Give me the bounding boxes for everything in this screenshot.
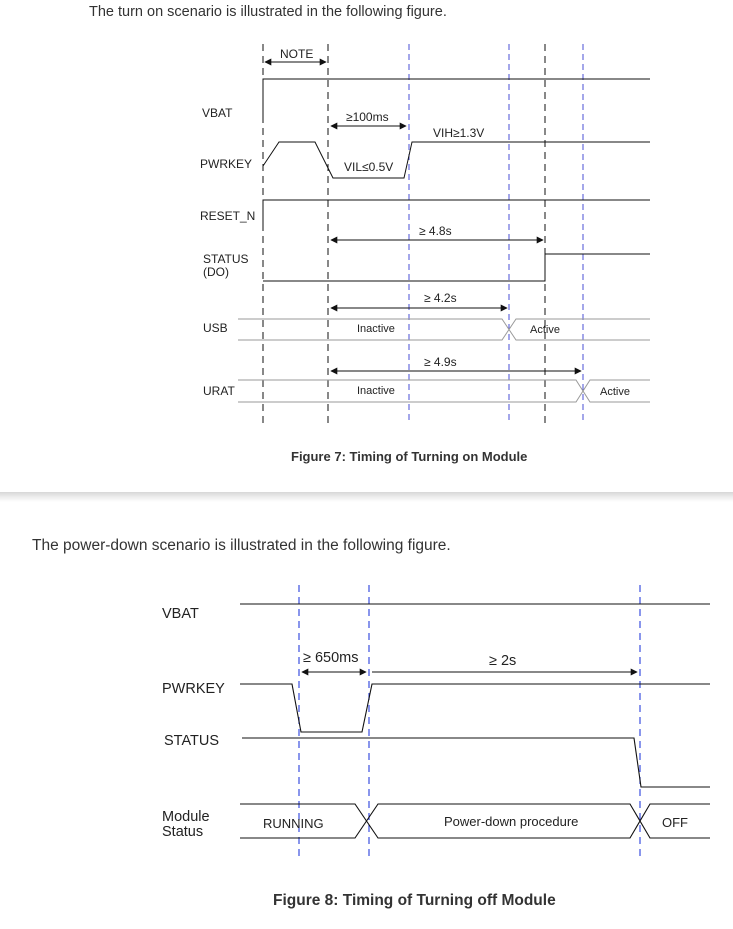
fig7-caption: Figure 7: Timing of Turning on Module [291, 449, 527, 464]
fig7-pwrkey-waveform [262, 141, 650, 179]
fig8-label-vbat: VBAT [162, 606, 199, 622]
fig7-status-waveform [263, 253, 650, 282]
fig8-label-status: STATUS [164, 733, 219, 749]
fig7-label-urat: URAT [203, 384, 235, 398]
fig7-label-pwrkey: PWRKEY [200, 157, 252, 171]
fig7-label-reset: RESET_N [200, 209, 255, 223]
fig8-running-label: RUNNING [263, 816, 324, 831]
fig8-caption: Figure 8: Timing of Turning off Module [273, 892, 556, 909]
fig7-label-status-sub: (DO) [203, 265, 229, 279]
fig8-powerdown-label: Power-down procedure [444, 814, 578, 829]
fig7-48s-label: ≥ 4.8s [419, 224, 452, 238]
fig8-pwrkey-waveform [240, 683, 710, 733]
fig7-urat-bus [238, 379, 650, 403]
fig7-vih-label: VIH≥1.3V [433, 126, 484, 140]
fig7-usb-active: Active [530, 324, 560, 336]
fig7-usb-bus [238, 318, 650, 341]
fig8-650ms-label: ≥ 650ms [303, 650, 359, 666]
fig7-timing-diagram: NOTE VBAT PWRKEY RESET_N STATUS (DO) USB… [200, 44, 650, 464]
fig7-urat-active: Active [600, 386, 630, 398]
fig8-label-module: Module [162, 809, 210, 825]
page-separator [0, 492, 733, 502]
fig7-note-label: NOTE [280, 47, 313, 61]
fig7-49s-label: ≥ 4.9s [424, 355, 457, 369]
fig7-42s-label: ≥ 4.2s [424, 291, 457, 305]
fig7-usb-inactive: Inactive [357, 323, 395, 335]
fig8-module-bus [240, 803, 710, 839]
fig8-label-pwrkey: PWRKEY [162, 681, 225, 697]
fig7-reset-waveform [262, 199, 650, 228]
fig8-status-waveform [242, 737, 710, 788]
fig7-label-vbat: VBAT [202, 106, 233, 120]
fig7-label-usb: USB [203, 321, 228, 335]
fig8-2s-label: ≥ 2s [489, 653, 516, 669]
fig8-intro-text: The power-down scenario is illustrated i… [32, 537, 451, 554]
fig7-100ms-label: ≥100ms [346, 110, 389, 124]
fig7-intro-text: The turn on scenario is illustrated in t… [89, 4, 447, 20]
fig7-vbat-waveform [262, 78, 650, 120]
fig7-urat-inactive: Inactive [357, 385, 395, 397]
fig7-vil-label: VIL≤0.5V [344, 160, 393, 174]
fig7-label-status: STATUS [203, 252, 249, 266]
fig8-label-module-sub: Status [162, 824, 203, 840]
fig8-off-label: OFF [662, 815, 688, 830]
